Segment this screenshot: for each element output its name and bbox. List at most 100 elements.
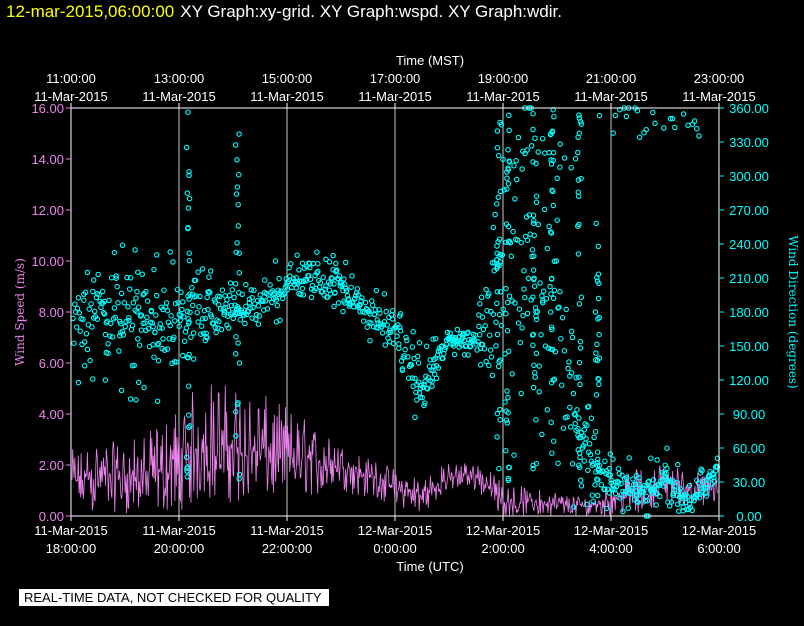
wind-direction-point xyxy=(126,317,132,324)
wind-direction-point xyxy=(493,319,499,325)
wind-direction-point xyxy=(351,296,358,302)
wind-direction-point xyxy=(267,282,273,288)
wind-direction-point xyxy=(129,322,136,329)
wind-direction-point xyxy=(157,321,164,327)
wind-direction-point xyxy=(161,287,167,293)
wind-direction-point xyxy=(274,302,281,309)
wind-direction-point xyxy=(362,299,369,306)
wind-direction-point xyxy=(610,456,616,462)
wind-direction-point xyxy=(542,150,548,156)
wind-direction-point xyxy=(585,467,591,474)
wind-direction-point xyxy=(153,292,160,299)
wind-direction-point xyxy=(556,304,562,310)
wind-direction-point xyxy=(429,383,435,390)
wind-direction-point xyxy=(204,335,210,341)
wind-direction-point xyxy=(340,308,346,315)
wind-direction-point xyxy=(178,312,184,319)
wind-direction-point xyxy=(139,271,146,278)
y-left-tick-label: 12.00 xyxy=(31,203,64,218)
y-left-tick-label: 16.00 xyxy=(31,101,64,116)
wind-direction-point xyxy=(71,340,77,346)
wind-direction-point xyxy=(575,177,582,183)
wind-direction-point xyxy=(521,286,527,292)
wind-direction-point xyxy=(484,307,490,314)
wind-direction-point xyxy=(255,321,262,327)
wind-direction-point xyxy=(570,504,577,510)
wind-direction-point xyxy=(339,282,345,288)
wind-direction-point xyxy=(530,267,537,273)
wind-direction-point xyxy=(133,397,139,403)
wind-direction-point xyxy=(563,306,569,313)
wind-direction-point xyxy=(205,306,211,313)
wind-direction-point xyxy=(564,414,570,420)
wind-direction-point xyxy=(602,458,608,465)
x-tick-time: 22:00:00 xyxy=(262,541,313,556)
wind-direction-point xyxy=(163,300,170,306)
wind-direction-point xyxy=(315,268,321,275)
wind-direction-point xyxy=(548,346,554,352)
wind-direction-point xyxy=(505,147,511,153)
wind-direction-point xyxy=(531,283,538,289)
graph-titles: XY Graph:xy-grid. XY Graph:wspd. XY Grap… xyxy=(180,2,562,21)
wind-direction-point xyxy=(516,306,523,312)
wind-direction-point xyxy=(236,171,242,178)
wind-direction-point xyxy=(84,346,91,353)
wind-direction-point xyxy=(640,488,647,495)
wind-direction-point xyxy=(153,252,160,258)
wind-direction-point xyxy=(497,416,503,423)
wind-direction-point xyxy=(669,115,676,122)
wind-direction-point xyxy=(184,308,191,315)
wind-direction-point xyxy=(494,410,501,417)
wind-direction-point xyxy=(409,375,416,381)
wind-direction-point xyxy=(113,275,119,281)
wind-direction-point xyxy=(111,249,118,256)
wind-direction-point xyxy=(515,320,522,326)
wind-direction-point xyxy=(588,415,595,422)
wind-direction-point xyxy=(494,144,501,151)
wind-direction-point xyxy=(196,303,202,310)
wind-direction-point xyxy=(114,283,120,290)
wind-direction-point xyxy=(578,294,585,301)
wind-direction-point xyxy=(595,316,601,322)
wind-direction-point xyxy=(520,312,526,319)
wind-direction-point xyxy=(206,274,212,280)
wind-direction-point xyxy=(518,239,524,246)
wind-direction-point xyxy=(486,362,492,369)
wind-direction-point xyxy=(623,475,630,481)
wind-direction-point xyxy=(279,292,285,298)
wind-direction-point xyxy=(686,482,693,489)
wind-direction-point xyxy=(409,344,416,350)
wind-direction-point xyxy=(590,498,596,505)
wind-direction-point xyxy=(72,301,78,307)
wind-direction-point xyxy=(333,267,340,273)
wind-direction-point xyxy=(652,120,658,127)
wind-direction-point xyxy=(212,299,218,305)
wind-direction-point xyxy=(154,398,161,405)
wind-direction-point xyxy=(249,294,255,301)
wind-direction-point xyxy=(132,247,138,253)
wind-direction-point xyxy=(522,294,528,301)
wind-direction-point xyxy=(397,328,404,334)
wind-direction-point xyxy=(84,269,91,276)
wind-direction-point xyxy=(164,307,171,314)
wind-direction-point xyxy=(247,305,254,312)
wind-direction-point xyxy=(603,505,610,512)
wind-direction-point xyxy=(558,382,565,388)
page-header: 12-mar-2015,06:00:00 XY Graph:xy-grid. XY… xyxy=(6,1,562,23)
wind-direction-point xyxy=(589,492,596,498)
wind-direction-point xyxy=(657,493,663,500)
wind-direction-point xyxy=(576,464,583,471)
wind-direction-point xyxy=(572,412,578,418)
wind-direction-point xyxy=(680,111,687,117)
wind-direction-point xyxy=(108,274,115,281)
wind-direction-point xyxy=(494,201,500,207)
top-tick-time: 23:00:00 xyxy=(694,71,745,86)
x-tick-time: 0:00:00 xyxy=(373,541,416,556)
wind-direction-point xyxy=(432,335,439,342)
wind-direction-point xyxy=(503,417,510,423)
wind-direction-point xyxy=(575,426,581,432)
wind-direction-point xyxy=(641,482,648,489)
wind-direction-point xyxy=(234,310,241,317)
wind-direction-point xyxy=(504,186,510,192)
wind-direction-point xyxy=(667,115,674,122)
